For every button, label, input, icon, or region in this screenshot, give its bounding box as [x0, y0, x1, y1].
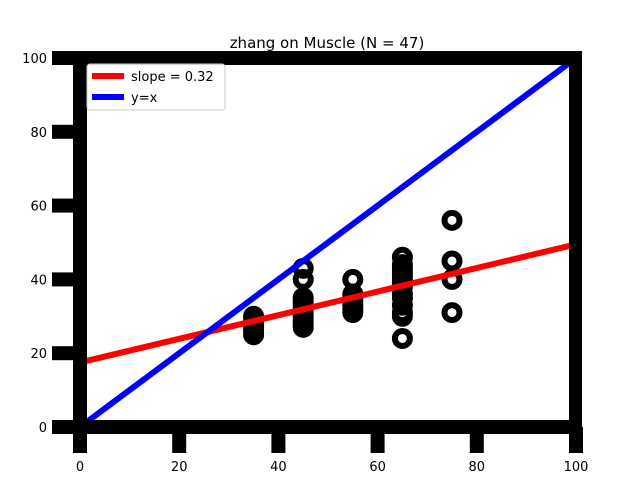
identity-line [78, 55, 578, 430]
data-point [292, 287, 314, 309]
right-spine [569, 51, 582, 434]
x-tick-label: 60 [369, 460, 386, 475]
legend: slope = 0.32 y=x [86, 63, 226, 111]
y-tick-label: 80 [30, 126, 47, 141]
plot-frame [52, 51, 582, 434]
y-tick-label: 0 [39, 421, 47, 436]
bottom-spine [52, 420, 582, 434]
data-point [441, 302, 463, 324]
regression-line [79, 241, 577, 366]
y-tick-label: 100 [22, 52, 47, 67]
data-points [243, 209, 463, 349]
y-tick-label: 60 [30, 200, 47, 215]
top-spine [52, 51, 582, 65]
data-point [292, 268, 314, 290]
data-point [391, 246, 413, 268]
data-point [441, 209, 463, 231]
y-tick-label: 20 [30, 347, 47, 362]
left-spine [73, 51, 87, 434]
x-tick-label: 80 [469, 460, 486, 475]
x-tick-label: 0 [76, 460, 84, 475]
data-point [391, 254, 413, 276]
x-tick-label: 40 [270, 460, 287, 475]
data-point [342, 268, 364, 290]
legend-label-identity: y=x [131, 91, 158, 106]
series-lines [78, 55, 578, 430]
data-point [391, 327, 413, 349]
legend-label-slope: slope = 0.32 [131, 70, 214, 85]
chart-title: zhang on Muscle (N = 47) [230, 34, 425, 52]
data-point [391, 294, 413, 316]
data-point [441, 250, 463, 272]
y-tick-label: 40 [30, 273, 47, 288]
x-tick-label: 100 [564, 460, 589, 475]
x-tick-label: 20 [171, 460, 188, 475]
